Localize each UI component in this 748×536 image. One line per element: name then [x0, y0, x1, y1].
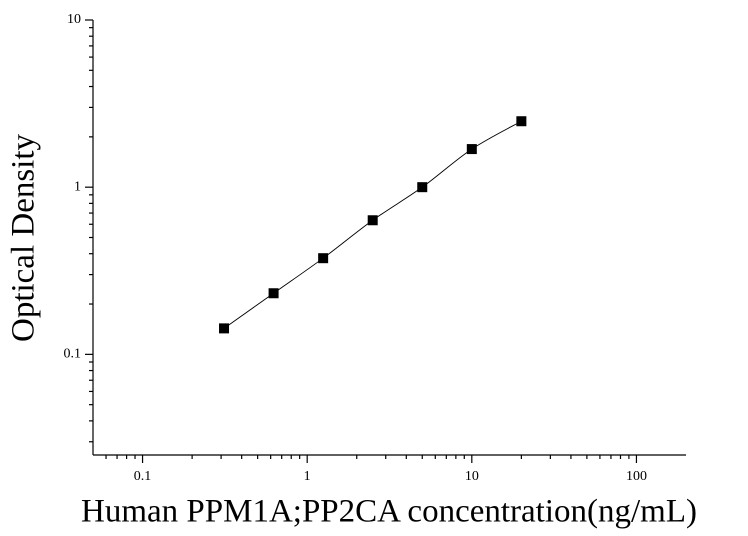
x-tick-label: 100 [626, 469, 647, 484]
y-tick-label: 0.1 [64, 347, 82, 362]
data-point [318, 253, 329, 264]
y-tick-label: 10 [67, 12, 81, 27]
y-tick-label: 1 [74, 179, 81, 194]
data-point [466, 144, 477, 155]
x-axis-title: Human PPM1A;PP2CA concentration(ng/mL) [81, 494, 697, 530]
x-tick-label: 0.1 [134, 469, 152, 484]
x-tick-label: 1 [304, 469, 311, 484]
data-point [268, 288, 279, 299]
data-point [417, 182, 428, 193]
x-tick-label: 10 [465, 469, 479, 484]
y-axis-title: Optical Density [6, 133, 42, 342]
data-point [219, 323, 230, 334]
data-point [367, 215, 378, 226]
data-point [516, 116, 527, 127]
